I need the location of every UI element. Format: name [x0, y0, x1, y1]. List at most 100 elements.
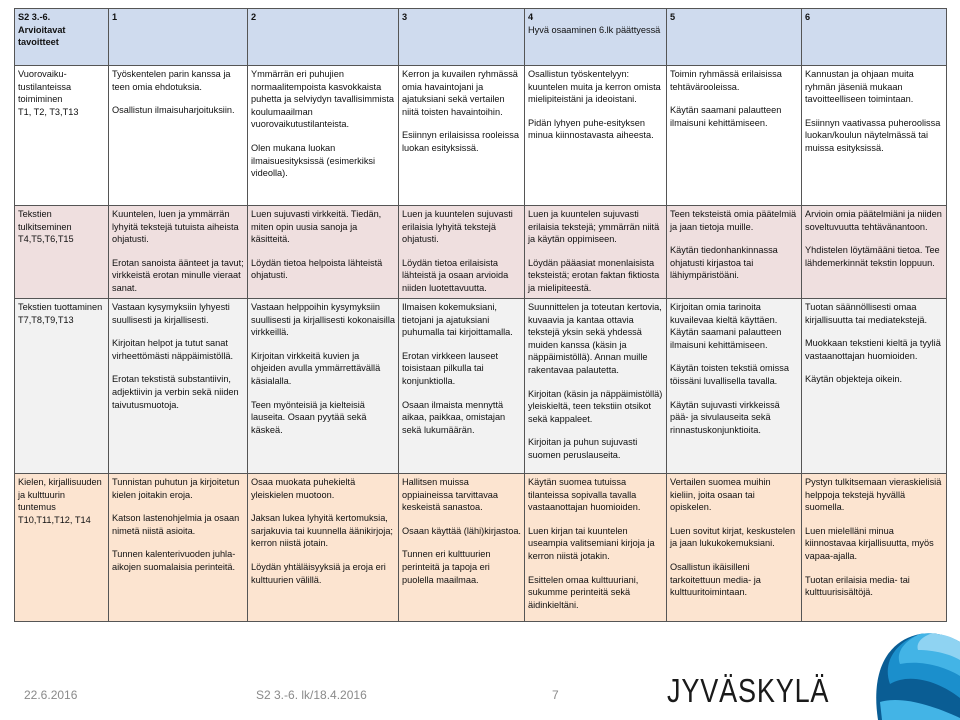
header-cell-grade-5: 5 [666, 8, 802, 66]
criterion-text: Erotan tekstistä substantiivin, adjektii… [112, 374, 239, 410]
goal-cell: Tekstien tulkitseminen T4,T5,T6,T15 [14, 205, 109, 299]
criterion-text: Ilmaisen kokemuksiani, tietojani ja ajat… [402, 302, 513, 338]
criterion-text: Käytän saamani palautteen ilmaisuni kehi… [670, 105, 782, 128]
header-label: Arvioitavat [18, 24, 66, 35]
criterion-text: Toimin ryhmässä erilaisissa tehtäväroole… [670, 69, 782, 92]
criteria-cell-grade-1: Tunnistan puhutun ja kirjoitetun kielen … [108, 473, 248, 622]
criterion-text: Pidän lyhyen puhe-esityksen minua kiinno… [528, 117, 654, 141]
criteria-cell-grade-6: Arvioin omia päätelmiäni ja niiden sovel… [801, 205, 947, 299]
criteria-cell-grade-6: Kannustan ja ohjaan muita ryhmän jäseniä… [801, 65, 947, 206]
criteria-cell-grade-4: Käytän suomea tutuissa tilanteissa sopiv… [524, 473, 667, 622]
criterion-text: Löydän pääasiat monenlaisista teksteistä… [528, 257, 660, 293]
criteria-cell-grade-3: Kerron ja kuvailen ryhmässä omia havaint… [398, 65, 525, 206]
table-row: Vuorovaiku-tustilanteissa toimiminen T1, … [14, 65, 947, 206]
criterion-text: Käytän toisten tekstiä omissa töissäni l… [670, 363, 789, 386]
criterion-text: Löydän tietoa erilaisista lähteistä ja o… [402, 257, 509, 293]
criterion-text: Teen teksteistä omia päätelmiä ja jaan t… [670, 209, 797, 232]
criterion-text: Tunnistan puhutun ja kirjoitetun kielen … [112, 477, 240, 500]
criterion-text: Olen mukana luokan ilmaisuesityksissä (e… [251, 142, 376, 179]
goal-title: Tekstien tulkitseminen [18, 209, 72, 232]
assessment-table: S2 3.-6. Arvioitavat tavoitteet 1 2 3 4 Hyvä os… [14, 8, 947, 622]
criterion-text: Osallistun ilmaisuharjoituksiin. [112, 105, 235, 116]
header-cell-grade-2: 2 [247, 8, 399, 66]
criterion-text: Löydän tietoa helpoista lähteistä ohjatu… [251, 257, 383, 281]
logo-text: JYVÄSKYLÄ [667, 672, 830, 709]
table-row: Tekstien tulkitseminen T4,T5,T6,T15 Kuunte… [14, 205, 947, 299]
criterion-text: Osallistun työskentelyyn: kuuntelen muit… [528, 69, 661, 105]
criterion-text: Kirjoitan (käsin ja näppäimistöllä) ylei… [528, 388, 663, 424]
criterion-text: Esittelen omaa kulttuuriani, sukumme per… [528, 574, 639, 610]
criteria-cell-grade-4: Suunnittelen ja toteutan kertovia, kuvaa… [524, 298, 667, 474]
criterion-text: Luen ja kuuntelen sujuvasti erilaisia te… [528, 209, 660, 245]
grade-number: 1 [112, 12, 118, 22]
criterion-text: Luen sovitut kirjat, keskustelen ja jaan… [670, 525, 796, 549]
criterion-text: Käytän suomea tutuissa tilanteissa sopiv… [528, 477, 641, 513]
goal-codes: T7,T8,T9,T13 [18, 314, 74, 325]
criterion-text: Hallitsen muissa oppiaineissa tarvittava… [402, 477, 499, 513]
header-label: tavoitteet [18, 37, 59, 48]
grade-number: 4 [528, 12, 534, 22]
criterion-text: Kirjoitan ja puhun sujuvasti suomen peru… [528, 437, 638, 460]
criteria-cell-grade-1: Työskentelen parin kanssa ja teen omia e… [108, 65, 248, 206]
header-cell-grade-6: 6 [801, 8, 947, 66]
criterion-text: Teen myönteisiä ja kielteisiä lauseita. … [251, 399, 367, 435]
criterion-text: Tuotan erilaisia media- tai kulttuurisis… [805, 574, 910, 598]
footer-source: S2 3.-6. lk/18.4.2016 [256, 688, 367, 702]
criteria-cell-grade-3: Hallitsen muissa oppiaineissa tarvittava… [398, 473, 525, 622]
criterion-text: Suunnittelen ja toteutan kertovia, kuvaa… [528, 302, 662, 375]
criterion-text: Erotan sanoista äänteet ja tavut; virkke… [112, 257, 244, 293]
criterion-text: Kannustan ja ohjaan muita ryhmän jäseniä… [805, 69, 914, 105]
criterion-text: Luen ja kuuntelen sujuvasti erilaisia ly… [402, 209, 513, 245]
criteria-cell-grade-4: Osallistun työskentelyyn: kuuntelen muit… [524, 65, 667, 206]
goal-title: Vuorovaiku-tustilanteissa toimiminen [18, 69, 72, 105]
criteria-cell-grade-2: Ymmärrän eri puhujien normaalitempoista … [247, 65, 399, 206]
criteria-cell-grade-1: Kuuntelen, luen ja ymmärrän lyhyitä teks… [108, 205, 248, 299]
goal-cell: Vuorovaiku-tustilanteissa toimiminen T1, … [14, 65, 109, 206]
criterion-text: Kirjoitan helpot ja tutut sanat virheett… [112, 338, 234, 361]
criterion-text: Löydän yhtäläisyyksiä ja eroja eri kultt… [251, 561, 386, 585]
grade-number: 2 [251, 12, 257, 22]
criterion-text: Katson lastenohjelmia ja osaan nimetä ni… [112, 513, 240, 536]
logo-band [917, 633, 960, 660]
goal-title: Tekstien tuottaminen [18, 302, 103, 312]
criterion-text: Vastaan kysymyksiin lyhyesti suullisesti… [112, 302, 230, 325]
criterion-text: Kuuntelen, luen ja ymmärrän lyhyitä teks… [112, 209, 239, 245]
goal-codes: T1, T2, T3,T13 [18, 106, 79, 117]
footer-date: 22.6.2016 [24, 688, 78, 702]
goal-title: Kielen, kirjallisuuden ja kulttuurin tun… [18, 477, 102, 513]
table-row: Kielen, kirjallisuuden ja kulttuurin tun… [14, 473, 947, 622]
criterion-text: Muokkaan tekstieni kieltä ja tyyliä vast… [805, 338, 941, 361]
grade-number: 6 [805, 12, 811, 22]
header-cell-grade-3: 3 [398, 8, 525, 66]
logo-band [880, 699, 960, 720]
criteria-cell-grade-2: Osaa muokata puhekieltä yleiskielen muot… [247, 473, 399, 622]
criteria-cell-grade-6: Pystyn tulkitsemaan vieraskielisiä helpp… [801, 473, 947, 622]
table-row: Tekstien tuottaminen T7,T8,T9,T13 Vastaan… [14, 298, 947, 474]
criterion-text: Käytän tiedonhankinnassa ohjatusti kirja… [670, 245, 778, 281]
criterion-text: Käytän sujuvasti virkkeissä pää- ja sivu… [670, 399, 780, 435]
criteria-cell-grade-2: Vastaan helppoihin kysymyksiin suullises… [247, 298, 399, 474]
logo-swirl-icon [876, 633, 960, 720]
goal-cell: Kielen, kirjallisuuden ja kulttuurin tun… [14, 473, 109, 622]
criterion-text: Kirjoitan virkkeitä kuvien ja ohjeiden a… [251, 350, 381, 386]
criterion-text: Luen mielelläni minua kiinnostavaa kirja… [805, 525, 934, 561]
grade-number: 3 [402, 12, 408, 22]
header-row: S2 3.-6. Arvioitavat tavoitteet 1 2 3 4 Hyvä os… [14, 8, 947, 66]
criteria-cell-grade-1: Vastaan kysymyksiin lyhyesti suullisesti… [108, 298, 248, 474]
criteria-cell-grade-3: Luen ja kuuntelen sujuvasti erilaisia ly… [398, 205, 525, 299]
criteria-cell-grade-4: Luen ja kuuntelen sujuvasti erilaisia te… [524, 205, 667, 299]
criterion-text: Osaa muokata puhekieltä yleiskielen muot… [251, 477, 356, 500]
criterion-text: Käytän objekteja oikein. [805, 374, 903, 385]
grade-description: Hyvä osaaminen 6.lk päättyessä [528, 24, 661, 35]
criteria-cell-grade-6: Tuotan säännöllisesti omaa kirjallisuutt… [801, 298, 947, 474]
criterion-text: Jaksan lukea lyhyitä kertomuksia, sarjak… [251, 513, 393, 549]
criteria-cell-grade-5: Kirjoitan omia tarinoita kuvailevaa kiel… [666, 298, 802, 474]
criterion-text: Vastaan helppoihin kysymyksiin suullises… [251, 302, 395, 338]
criteria-cell-grade-3: Ilmaisen kokemuksiani, tietojani ja ajat… [398, 298, 525, 474]
criterion-text: Osallistun ikäisilleni tarkoitettuun med… [670, 561, 761, 598]
criterion-text: Erotan virkkeen lauseet toisistaan pilku… [402, 350, 499, 386]
criteria-cell-grade-5: Toimin ryhmässä erilaisissa tehtäväroole… [666, 65, 802, 206]
header-cell-goals: S2 3.-6. Arvioitavat tavoitteet [14, 8, 109, 66]
goal-codes: T10,T11,T12, T14 [18, 514, 91, 525]
goal-codes: T4,T5,T6,T15 [18, 234, 74, 245]
